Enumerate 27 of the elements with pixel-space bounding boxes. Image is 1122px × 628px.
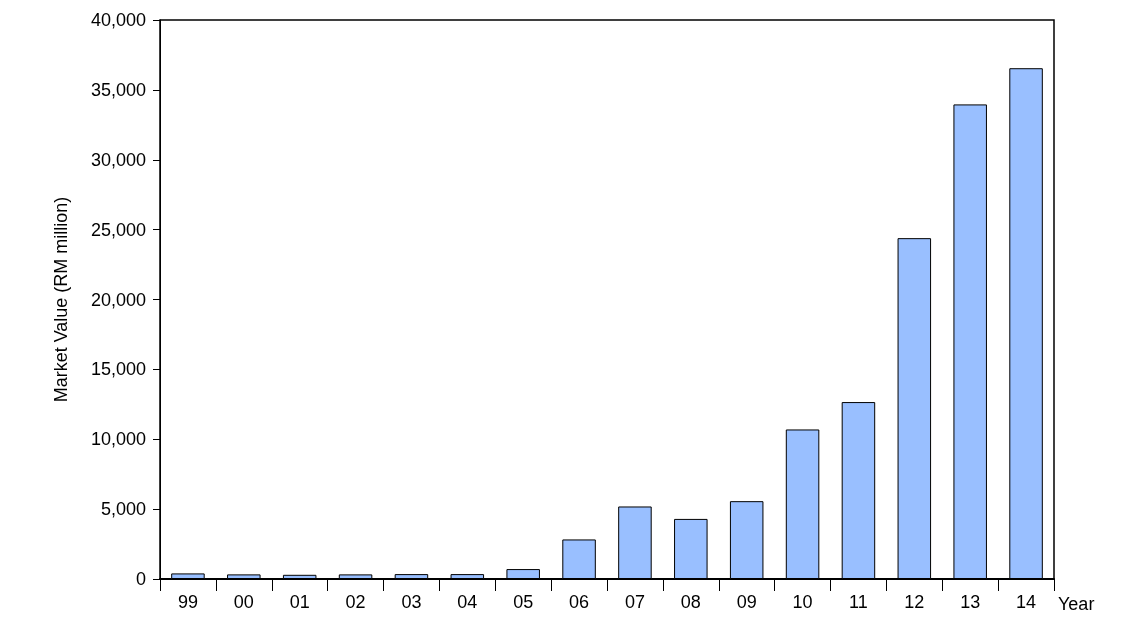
x-tick-label: 09 — [736, 592, 757, 612]
y-tick-label: 40,000 — [90, 10, 146, 30]
y-tick-label: 35,000 — [90, 79, 146, 100]
x-tick-label: 14 — [1016, 592, 1037, 612]
x-tick-label: 01 — [289, 592, 310, 612]
x-tick-label: 06 — [569, 592, 590, 612]
y-tick-label: 10,000 — [90, 429, 146, 450]
x-tick-label: 10 — [792, 592, 813, 612]
x-tick-label: 00 — [233, 592, 254, 612]
y-tick-label: 15,000 — [90, 359, 146, 380]
x-tick-label: 08 — [680, 592, 701, 612]
x-tick-label: 11 — [849, 592, 868, 612]
x-tick-label: 13 — [960, 592, 981, 612]
x-tick-label: 12 — [904, 592, 925, 612]
x-tick-label: 05 — [513, 592, 534, 612]
y-tick-label: 0 — [135, 569, 146, 589]
y-axis-title: Market Value (RM million) — [51, 196, 71, 403]
y-tick-label: 25,000 — [90, 219, 146, 240]
x-tick-label: 04 — [457, 592, 478, 612]
x-tick-label: 07 — [624, 592, 645, 612]
y-tick-label: 20,000 — [90, 289, 146, 310]
x-tick-label: 99 — [177, 592, 198, 612]
y-tick-label: 30,000 — [90, 149, 146, 170]
y-tick-label: 5,000 — [100, 499, 146, 520]
x-axis-title: Year — [1058, 594, 1095, 614]
x-tick-label: 02 — [345, 592, 366, 612]
x-tick-label: 03 — [401, 592, 422, 612]
